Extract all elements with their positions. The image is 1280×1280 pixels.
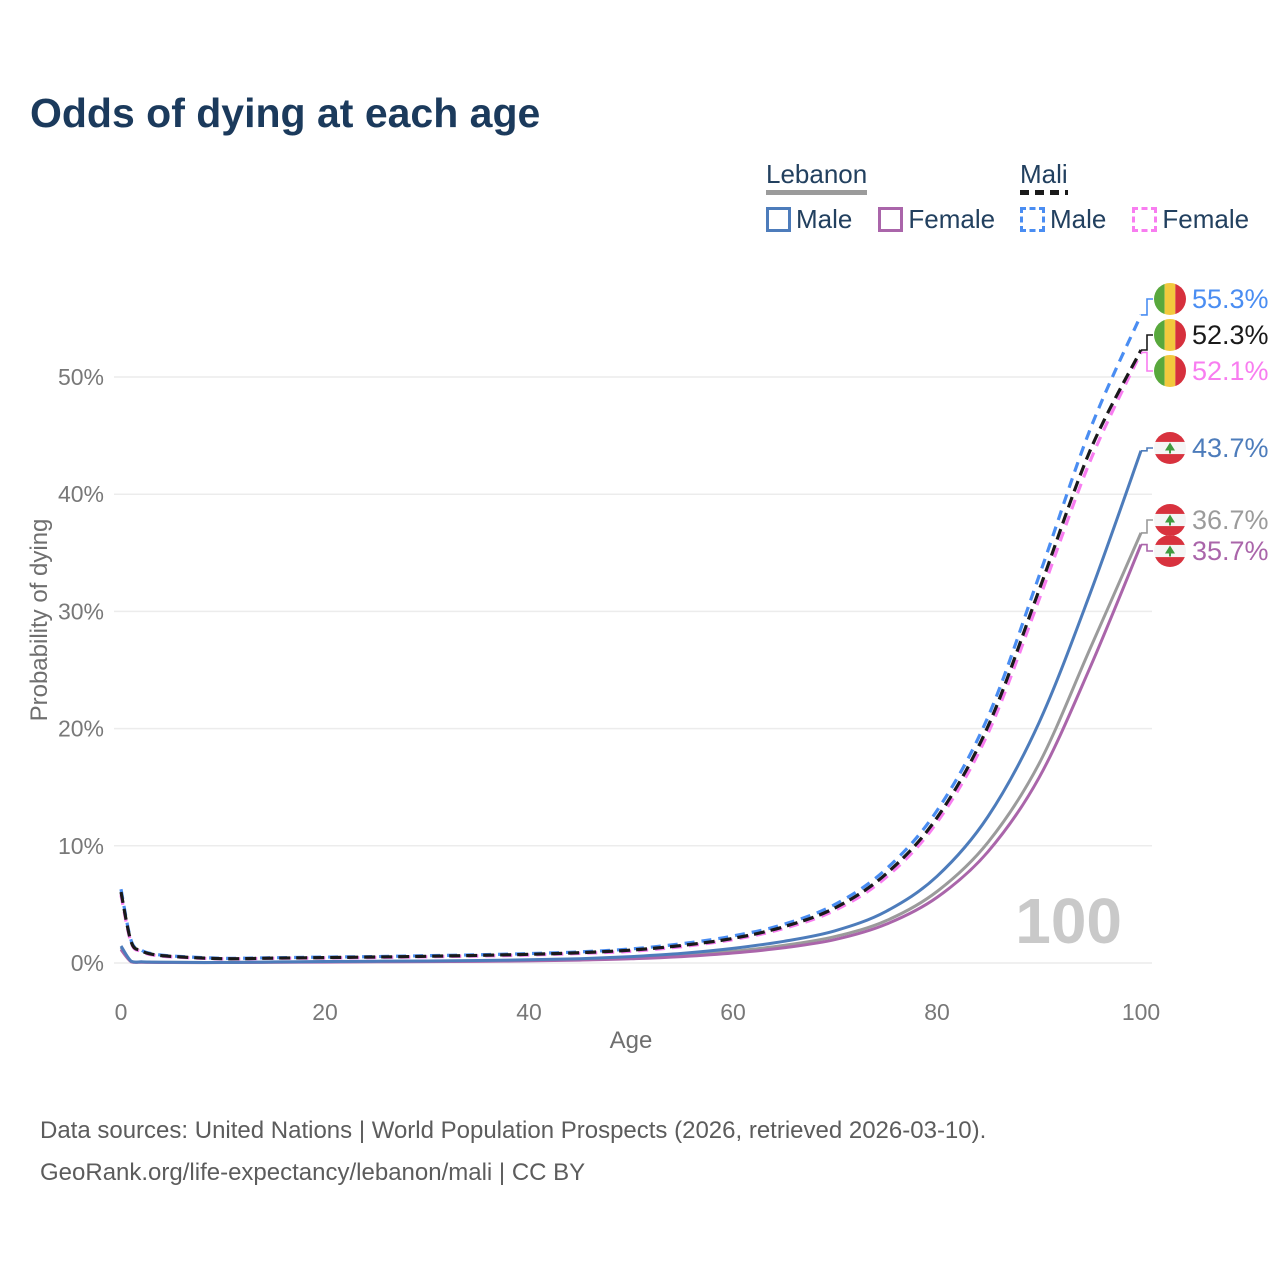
- x-tick-label: 100: [1122, 999, 1160, 1025]
- mali-yellow-stripe: [1164, 283, 1176, 315]
- mali-female-swatch-icon: [1132, 207, 1158, 232]
- legend-country-mali[interactable]: Mali: [1020, 160, 1068, 195]
- y-tick-label: 10%: [58, 833, 104, 859]
- legend-item-lebanon-male[interactable]: Male: [766, 204, 852, 235]
- lebanon-cedar-tree: [1165, 514, 1175, 523]
- lebanon-red-bottom: [1154, 526, 1186, 536]
- lebanon-red-top: [1154, 504, 1186, 514]
- end-value-label-lebanon-male: 43.7%: [1192, 433, 1269, 463]
- series-line-mali-male: [119, 314, 1143, 960]
- x-axis-title: Age: [610, 1027, 653, 1054]
- end-value-label-mali-male: 55.3%: [1192, 284, 1269, 314]
- lebanon-flag-icon: [1154, 504, 1186, 536]
- y-tick-label: 30%: [58, 598, 104, 624]
- x-tick-label: 80: [924, 999, 950, 1025]
- mali-flag-icon: [1154, 355, 1186, 387]
- lebanon-male-swatch-icon: [766, 207, 791, 232]
- lebanon-solid-line-swatch: [766, 190, 868, 195]
- age-counter-watermark: 100: [1015, 885, 1122, 957]
- legend-country-label: Lebanon: [766, 159, 868, 189]
- x-tick-label: 60: [720, 999, 746, 1025]
- legend-country-lebanon[interactable]: Lebanon: [766, 159, 868, 195]
- legend-item-lebanon-female[interactable]: Female: [878, 204, 995, 235]
- lebanon-cedar-tree: [1165, 545, 1175, 554]
- end-connector-mali-female: [1141, 351, 1153, 372]
- end-value-label-mali: 52.3%: [1192, 320, 1269, 350]
- lebanon-female-swatch-icon: [878, 207, 904, 232]
- lebanon-cedar-trunk: [1169, 450, 1171, 454]
- end-value-label-lebanon-female: 35.7%: [1192, 536, 1269, 566]
- x-tick-label: 0: [115, 999, 128, 1025]
- end-value-label-mali-female: 52.1%: [1192, 356, 1269, 386]
- lebanon-cedar-trunk: [1169, 522, 1171, 526]
- legend-item-mali-female[interactable]: Female: [1132, 204, 1249, 235]
- legend-item-label: Male: [796, 204, 853, 234]
- lebanon-flag-icon: [1154, 432, 1186, 464]
- y-tick-label: 50%: [58, 364, 104, 390]
- legend-item-mali-male[interactable]: Male: [1020, 204, 1106, 235]
- end-connector-lebanon: [1141, 519, 1153, 534]
- end-connector-mali: [1141, 334, 1153, 351]
- series-line-mali-female: [119, 351, 1143, 961]
- page-title: Odds of dying at each age: [30, 90, 541, 136]
- mali-male-swatch-icon: [1020, 207, 1045, 232]
- lebanon-red-bottom: [1154, 557, 1186, 567]
- y-axis-title: Probability of dying: [26, 519, 53, 722]
- mali-red-stripe: [1175, 319, 1186, 351]
- end-connector-lebanon-male: [1141, 447, 1153, 452]
- mali-green-stripe: [1154, 283, 1165, 315]
- mali-red-stripe: [1175, 355, 1186, 387]
- mali-flag-icon: [1154, 283, 1186, 315]
- legend-country-label: Mali: [1020, 159, 1068, 189]
- data-sources-text: Data sources: United Nations | World Pop…: [40, 1117, 987, 1144]
- end-value-label-lebanon: 36.7%: [1192, 505, 1269, 535]
- footer: Data sources: United Nations | World Pop…: [40, 1110, 986, 1194]
- lebanon-flag-icon: [1154, 535, 1186, 567]
- lebanon-cedar-trunk: [1169, 553, 1171, 557]
- x-tick-label: 20: [312, 999, 338, 1025]
- lebanon-red-top: [1154, 535, 1186, 545]
- mali-yellow-stripe: [1164, 319, 1176, 351]
- legend-items-lebanon: Male Female: [766, 204, 995, 235]
- legend-group-mali: Mali Male Female: [1020, 160, 1249, 235]
- mali-flag-icon: [1154, 319, 1186, 351]
- series-line-lebanon-female: [119, 544, 1143, 965]
- mali-red-stripe: [1175, 283, 1186, 315]
- series-line-lebanon: [119, 532, 1143, 965]
- series-line-mali: [119, 349, 1143, 961]
- mali-green-stripe: [1154, 319, 1165, 351]
- y-tick-label: 0%: [71, 950, 104, 976]
- lebanon-cedar-tree: [1165, 442, 1175, 451]
- legend-item-label: Male: [1050, 204, 1107, 234]
- end-connector-lebanon-female: [1141, 543, 1153, 552]
- y-tick-label: 40%: [58, 481, 104, 507]
- legend-items-mali: Male Female: [1020, 204, 1249, 235]
- mali-green-stripe: [1154, 355, 1165, 387]
- lebanon-red-top: [1154, 432, 1186, 442]
- attribution-text: GeoRank.org/life-expectancy/lebanon/mali…: [40, 1159, 586, 1186]
- end-connector-mali-male: [1141, 298, 1153, 316]
- mali-dashed-line-swatch: [1020, 190, 1068, 195]
- legend-item-label: Female: [908, 204, 996, 234]
- mali-yellow-stripe: [1164, 355, 1176, 387]
- y-tick-label: 20%: [58, 716, 104, 742]
- legend-group-lebanon: Lebanon Male Female: [766, 160, 995, 235]
- lebanon-red-bottom: [1154, 454, 1186, 464]
- series-line-lebanon-male: [119, 450, 1143, 964]
- x-tick-label: 40: [516, 999, 542, 1025]
- legend-item-label: Female: [1162, 204, 1250, 234]
